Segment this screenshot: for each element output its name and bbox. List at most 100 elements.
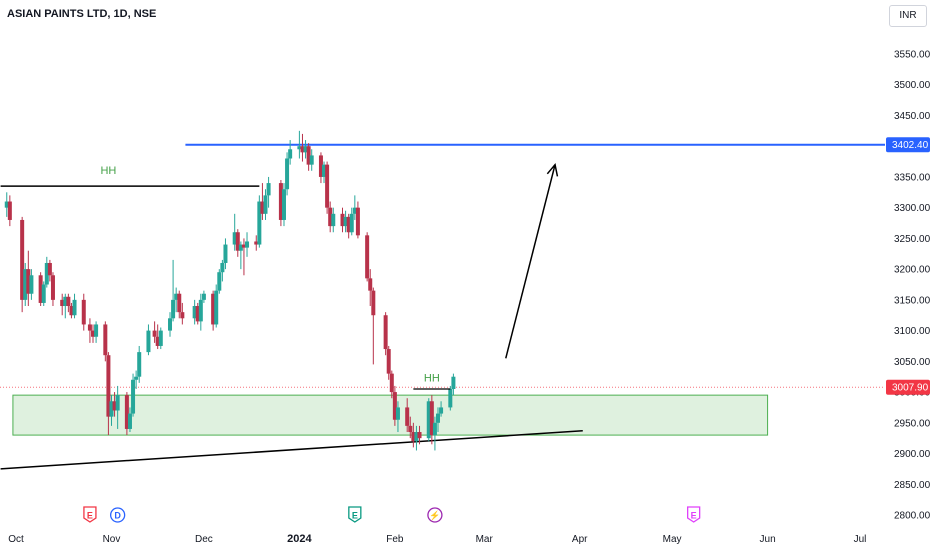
- candle-body: [245, 241, 250, 248]
- candle: [131, 373, 136, 417]
- candle: [63, 293, 68, 319]
- candle-body: [115, 395, 120, 411]
- y-tick-label: 3500.00: [894, 80, 931, 91]
- y-tick-label: 3200.00: [894, 265, 931, 276]
- candle: [241, 238, 246, 276]
- current-price-tag: 3007.90: [886, 379, 930, 395]
- candle-body: [263, 195, 268, 214]
- events-layer: E D E ⚡ E: [83, 506, 701, 523]
- candle: [26, 250, 31, 307]
- candle-body: [87, 324, 92, 331]
- candle: [297, 130, 302, 159]
- candle-body: [386, 349, 391, 374]
- x-tick-label: Oct: [8, 534, 24, 545]
- candle: [87, 318, 92, 343]
- candle: [29, 269, 34, 300]
- candle: [23, 262, 28, 307]
- candle: [328, 201, 333, 233]
- y-tick-label: 3350.00: [894, 172, 931, 183]
- candle-body: [349, 213, 354, 233]
- candle: [322, 161, 327, 184]
- candle-body: [220, 262, 225, 273]
- currency-button[interactable]: INR: [889, 5, 927, 27]
- candle: [365, 232, 370, 282]
- candle-body: [168, 318, 173, 331]
- candle-body: [158, 330, 163, 346]
- candle-body: [4, 201, 9, 208]
- candle-body: [198, 299, 203, 322]
- candle: [134, 370, 139, 389]
- y-tick-label: 3550.00: [894, 50, 931, 61]
- candle: [340, 207, 345, 233]
- candle: [395, 401, 400, 433]
- candle: [414, 425, 419, 451]
- y-tick-label: 3100.00: [894, 326, 931, 337]
- resistance-price-tag: 3402.40: [886, 137, 930, 153]
- candle-body: [91, 330, 96, 337]
- candle: [124, 392, 129, 436]
- candle-body: [325, 164, 330, 208]
- event-marker-shape: [109, 507, 126, 523]
- candle: [405, 398, 410, 433]
- candle: [235, 229, 240, 257]
- candle: [91, 324, 96, 343]
- candle-body: [26, 269, 31, 294]
- candle-body: [331, 213, 336, 227]
- candle: [368, 269, 373, 307]
- candle-body: [38, 275, 43, 303]
- candle: [192, 299, 197, 325]
- candle-body: [152, 330, 157, 337]
- candle: [137, 345, 142, 383]
- candle-body: [66, 296, 71, 307]
- candle: [180, 302, 185, 325]
- candle-body: [417, 432, 422, 439]
- candle-body: [72, 299, 77, 316]
- candle-body: [235, 232, 240, 251]
- candle-body: [124, 395, 129, 429]
- candle-body: [352, 207, 357, 214]
- candle-body: [328, 207, 333, 227]
- candle: [146, 324, 151, 356]
- candle: [94, 321, 99, 343]
- candle: [257, 195, 262, 248]
- candle: [223, 238, 228, 270]
- candle: [439, 401, 444, 417]
- candle: [254, 235, 259, 251]
- candle-body: [41, 284, 46, 303]
- candle-body: [389, 373, 394, 393]
- candle: [66, 293, 71, 313]
- annotations-layer: HH HH: [100, 162, 559, 390]
- candle-body: [371, 290, 376, 316]
- candle-body: [171, 299, 176, 319]
- candle-body: [281, 189, 286, 220]
- candle: [266, 176, 271, 208]
- candle: [309, 149, 314, 171]
- candle-body: [309, 155, 314, 165]
- candle: [106, 352, 111, 436]
- candle-body: [383, 315, 388, 350]
- candle: [306, 143, 311, 171]
- candle: [346, 213, 351, 239]
- y-tick-label: 2800.00: [894, 511, 931, 522]
- event-marker-letter: ⚡: [429, 510, 440, 522]
- demand-zone-layer: [12, 394, 769, 436]
- candle: [155, 324, 160, 350]
- candle-body: [414, 432, 419, 442]
- candle-body: [297, 146, 302, 150]
- event-marker-shape: [687, 506, 701, 523]
- candle-body: [303, 146, 308, 153]
- projection-arrow-head: [546, 162, 559, 177]
- hh-label: HH: [100, 165, 116, 177]
- candle: [245, 232, 250, 257]
- candle: [152, 321, 157, 343]
- candle-body: [50, 275, 55, 300]
- candle: [174, 287, 179, 313]
- projection-arrow-shaft: [505, 164, 556, 359]
- candle-body: [20, 219, 25, 300]
- candle-body: [217, 272, 222, 291]
- candle: [331, 207, 336, 233]
- candle-body: [177, 293, 182, 313]
- candle-body: [211, 293, 216, 325]
- candle: [168, 312, 173, 337]
